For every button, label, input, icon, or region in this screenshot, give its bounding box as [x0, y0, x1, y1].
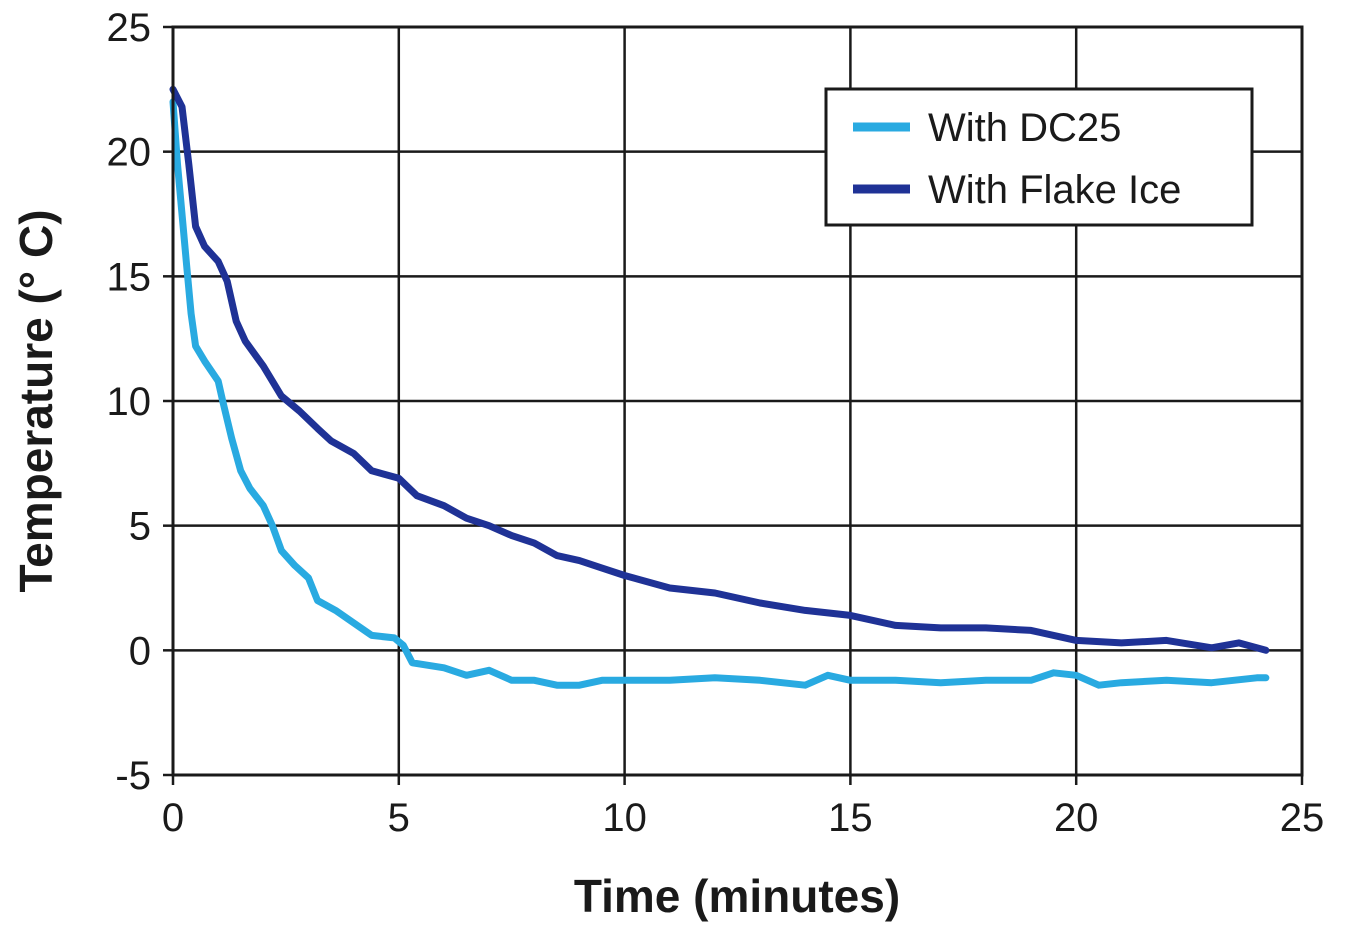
- legend: With DC25 With Flake Ice: [824, 87, 1254, 227]
- series-line-2: [169, 85, 1270, 654]
- legend-label: With DC25: [928, 106, 1121, 150]
- legend-label: With Flake Ice: [928, 168, 1181, 212]
- series-line-1: [169, 98, 1270, 689]
- y-tick-label: 0: [129, 629, 151, 673]
- y-tick-label: 5: [129, 505, 151, 549]
- x-axis-title: Time (minutes): [574, 870, 900, 922]
- x-tick-label: 15: [828, 796, 873, 840]
- x-tick-label: 25: [1280, 796, 1325, 840]
- x-tick-label: 0: [162, 796, 184, 840]
- x-tick-label: 20: [1054, 796, 1099, 840]
- y-axis-title: Temperature (° C): [10, 209, 62, 592]
- x-tick-label: 5: [388, 796, 410, 840]
- y-tick-label: 15: [107, 255, 152, 299]
- legend-box: [824, 87, 1254, 227]
- series-lines: [169, 85, 1270, 689]
- y-tick-label: 20: [107, 131, 152, 175]
- y-tick-label: -5: [115, 754, 151, 798]
- x-tick-label: 10: [602, 796, 647, 840]
- y-tick-label: 25: [107, 6, 152, 50]
- y-tick-label: 10: [107, 380, 152, 424]
